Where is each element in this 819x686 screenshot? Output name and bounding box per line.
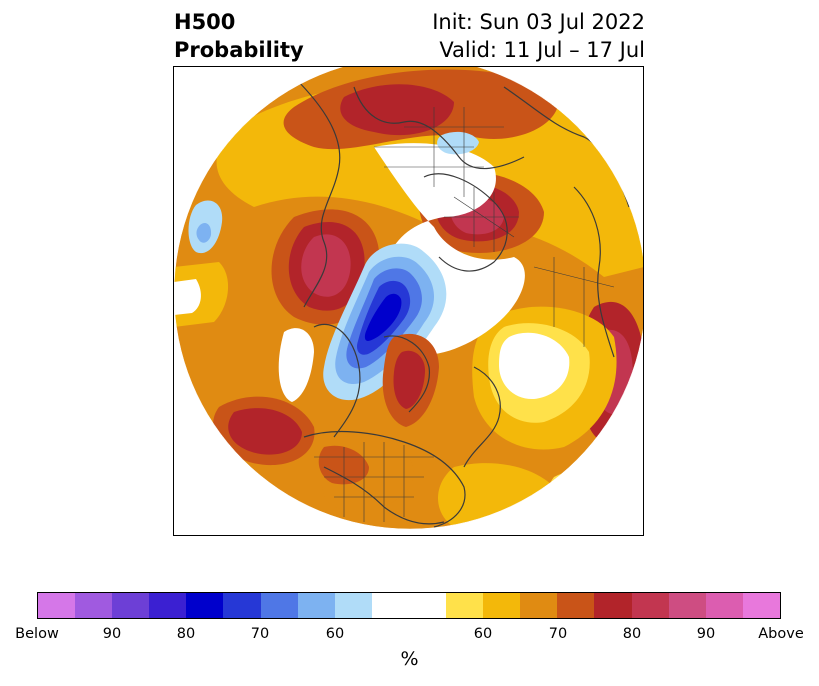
colorbar-swatch <box>260 593 298 618</box>
colorbar-swatch <box>446 593 484 618</box>
title-right: Init: Sun 03 Jul 2022 Valid: 11 Jul – 17… <box>432 8 645 64</box>
colorbar-swatch <box>408 593 447 618</box>
colorbar-swatch <box>371 593 409 618</box>
polar-map <box>174 67 643 530</box>
colorbar-swatch <box>594 593 632 618</box>
colorbar-tick-label: 70 <box>548 626 568 642</box>
colorbar-tick-label: Below <box>15 626 59 642</box>
colorbar-swatch <box>483 593 521 618</box>
init-date: Init: Sun 03 Jul 2022 <box>432 10 645 34</box>
colorbar <box>37 592 781 619</box>
colorbar-swatch <box>112 593 150 618</box>
colorbar-tick-label: 60 <box>325 626 345 642</box>
colorbar-tick-label: 80 <box>176 626 196 642</box>
map-boundary <box>174 67 643 530</box>
colorbar-tick-labels: Below 90 80 70 60 60 70 80 90 Above <box>0 626 819 646</box>
title-left: H500 Probability <box>174 8 304 64</box>
colorbar-tick-label: 90 <box>102 626 122 642</box>
title-variable: H500 <box>174 10 236 34</box>
colorbar-swatch <box>334 593 372 618</box>
colorbar-swatch <box>668 593 706 618</box>
title-product: Probability <box>174 38 304 62</box>
map-panel <box>173 66 644 536</box>
colorbar-tick-label: Above <box>758 626 804 642</box>
valid-range: Valid: 11 Jul – 17 Jul <box>439 38 645 62</box>
colorbar-tick-label: 80 <box>622 626 642 642</box>
borders <box>314 107 615 522</box>
colorbar-swatch <box>705 593 743 618</box>
colorbar-swatch <box>631 593 669 618</box>
colorbar-swatch <box>223 593 261 618</box>
colorbar-tick-label: 60 <box>473 626 493 642</box>
colorbar-tick-label: 70 <box>250 626 270 642</box>
colorbar-swatch <box>742 593 780 618</box>
colorbar-swatch <box>38 593 76 618</box>
colorbar-swatch <box>297 593 335 618</box>
colorbar-swatch <box>557 593 595 618</box>
colorbar-swatch <box>520 593 558 618</box>
colorbar-tick-label: 90 <box>696 626 716 642</box>
colorbar-swatch <box>75 593 113 618</box>
colorbar-swatch <box>149 593 187 618</box>
colorbar-swatch <box>186 593 224 618</box>
colorbar-unit-label: % <box>400 648 419 670</box>
probability-fields <box>174 67 643 529</box>
